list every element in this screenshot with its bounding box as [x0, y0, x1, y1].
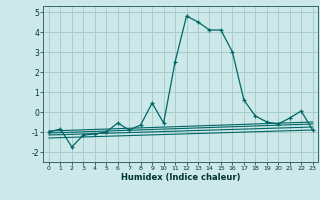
- X-axis label: Humidex (Indice chaleur): Humidex (Indice chaleur): [121, 173, 241, 182]
